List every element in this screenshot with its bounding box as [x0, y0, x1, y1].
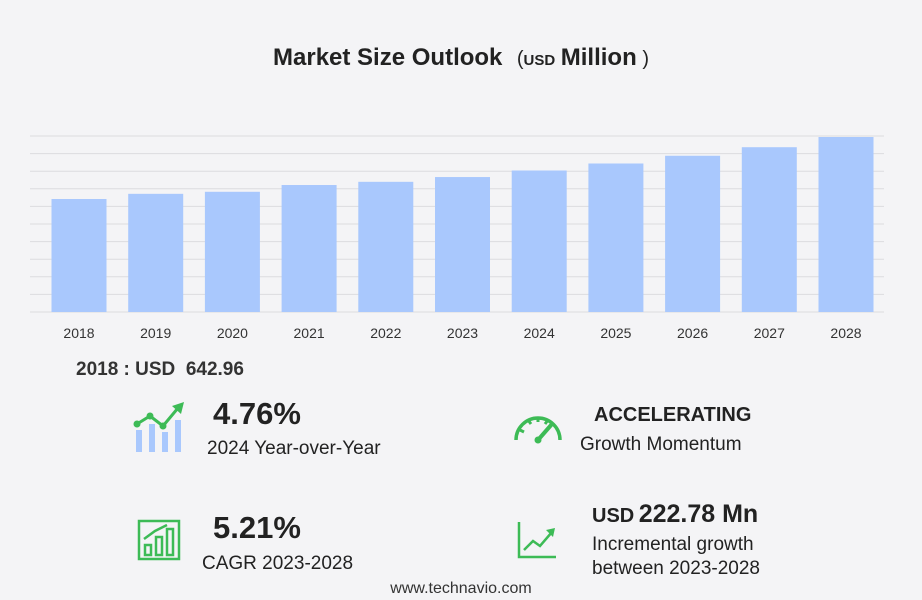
- x-tick-2019: 2019: [140, 325, 171, 341]
- bar-chart: 2018 2019 2020 2021 2022 2023 2024 2025 2026 2027…: [30, 135, 884, 341]
- x-tick-2020: 2020: [217, 325, 248, 341]
- x-tick-2025: 2025: [600, 325, 631, 341]
- kpi-yoy: 4.76%: [213, 396, 301, 432]
- momentum-head: ACCELERATING: [594, 404, 752, 426]
- unit-currency: USD: [523, 52, 556, 69]
- bars: [51, 137, 874, 312]
- bar-2026: [665, 155, 721, 312]
- kpi-momentum: ACCELERATING: [594, 404, 751, 427]
- bar-2027: [741, 147, 797, 312]
- incremental-line1: Incremental growth: [592, 534, 754, 555]
- x-tick-2024: 2024: [524, 325, 555, 341]
- chart-title: Market Size Outlook (USD Million ): [0, 44, 922, 72]
- x-tick-2023: 2023: [447, 325, 478, 341]
- trend-line-icon: [517, 522, 556, 559]
- speedometer-icon: [514, 416, 562, 444]
- cagr-label: CAGR 2023-2028: [202, 553, 354, 574]
- kpi-cagr: 5.21%: [213, 510, 301, 546]
- x-tick-2018: 2018: [63, 325, 94, 341]
- x-tick-2026: 2026: [677, 325, 708, 341]
- growth-chart-icon: [133, 402, 184, 452]
- x-tick-2022: 2022: [370, 325, 401, 341]
- bar-2020: [204, 191, 260, 312]
- bar-2025: [588, 163, 644, 312]
- incremental-value: 222.78 Mn: [638, 500, 759, 528]
- title-text: Market Size Outlook: [273, 44, 503, 71]
- bar-2028: [818, 137, 874, 312]
- cagr-value: 5.21%: [213, 510, 301, 545]
- unit-open: (: [516, 48, 524, 70]
- x-tick-2021: 2021: [294, 325, 325, 341]
- bar-2023: [435, 177, 490, 312]
- x-tick-labels: 2018 2019 2020 2021 2022 2023 2024 2025 2026 2027…: [63, 325, 861, 341]
- source-footer: www.technavio.com: [390, 580, 532, 597]
- unit-scale: Million: [560, 44, 637, 71]
- bar-2022: [358, 181, 414, 312]
- bar-2018: [51, 199, 107, 312]
- x-tick-2028: 2028: [830, 325, 861, 341]
- kpi-incremental-label-wrap: Incremental growth between 2023-2028: [592, 533, 760, 581]
- base-year-value: 2018 : USD 642.96: [76, 359, 244, 380]
- bar-2024: [511, 170, 567, 312]
- kpi-momentum-label-wrap: Growth Momentum: [580, 434, 742, 456]
- yoy-value: 4.76%: [213, 396, 301, 431]
- incremental-prefix: USD: [592, 505, 635, 527]
- bar-growth-icon: [137, 519, 181, 561]
- x-tick-2027: 2027: [754, 325, 785, 341]
- bar-2019: [128, 193, 184, 312]
- momentum-label: Growth Momentum: [580, 434, 742, 455]
- yoy-label: 2024 Year-over-Year: [207, 438, 381, 459]
- incremental-line2: between 2023-2028: [592, 558, 760, 579]
- kpi-cagr-label-wrap: CAGR 2023-2028: [202, 553, 353, 575]
- bar-2021: [281, 185, 337, 312]
- kpi-incremental: USD 222.78 Mn: [592, 500, 758, 529]
- unit-close: ): [642, 48, 649, 70]
- title-unit: (USD Million ): [516, 44, 649, 71]
- kpi-yoy-label-wrap: 2024 Year-over-Year: [207, 438, 381, 460]
